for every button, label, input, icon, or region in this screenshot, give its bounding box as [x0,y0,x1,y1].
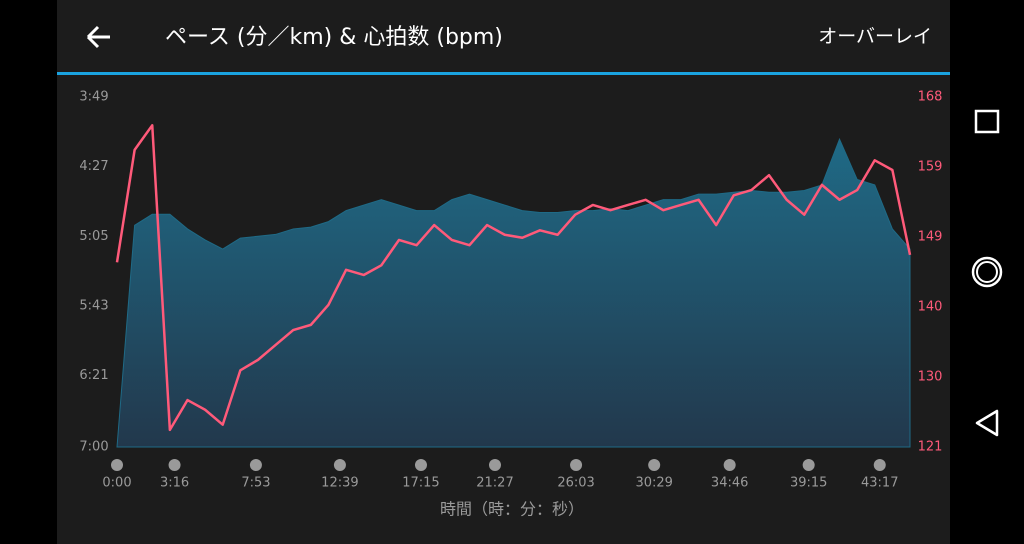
pace-area [116,137,911,448]
x-tick-dot [168,459,181,471]
x-tick-label: 21:27 [476,476,513,491]
y2-tick-label: 159 [918,160,943,175]
chart: 3:49 4:27 5:05 5:43 6:21 7:00 121 130 140 149 159 1… [79,90,942,519]
x-tick-label: 17:15 [402,476,439,491]
x-tick-dot [873,459,886,471]
back-button[interactable] [86,25,110,49]
y-tick-label: 6:21 [79,368,108,383]
y2-tick-label: 149 [918,230,943,245]
y-tick-label: 7:00 [79,440,108,455]
x-tick-label: 0:00 [102,476,131,491]
x-tick-dot [249,459,262,471]
overlay-button[interactable]: オーバーレイ [818,26,932,48]
y2-tick-label: 168 [918,90,943,105]
x-tick-dot [570,459,583,471]
heart-rate-line [115,124,912,432]
header-divider [57,72,950,75]
recents-button[interactable] [974,109,1000,134]
x-tick-label: 26:03 [557,476,594,491]
x-tick-label: 7:53 [241,476,270,491]
y-tick-label: 4:27 [79,159,108,174]
y-tick-label: 5:43 [79,298,108,313]
x-tick-label: 12:39 [321,476,358,491]
x-tick-label: 43:17 [861,476,898,491]
home-button[interactable] [971,256,1003,288]
y2-tick-label: 140 [918,300,943,315]
x-tick-dot [723,459,736,471]
x-tick-dot [802,459,815,471]
x-tick-dot [648,459,661,471]
y-tick-label: 5:05 [79,229,108,244]
x-tick-dot [333,459,346,471]
y2-tick-label: 121 [918,440,943,455]
y2-tick-label: 130 [918,370,943,385]
x-tick-label: 30:29 [635,476,672,491]
home-button-inner [976,261,998,283]
y-tick-label: 3:49 [79,90,108,105]
x-tick-dot [414,459,427,471]
header-title: ペース (分／km) & 心拍数 (bpm) [165,25,503,50]
x-tick-label: 34:46 [711,476,748,491]
x-tick-dot [111,459,123,471]
nav-back-button[interactable] [975,409,999,437]
x-tick-dot [488,459,501,471]
x-tick-label: 39:15 [790,476,827,491]
x-tick-label: 3:16 [160,476,189,491]
x-axis-title: 時間（時：分：秒） [440,500,584,519]
